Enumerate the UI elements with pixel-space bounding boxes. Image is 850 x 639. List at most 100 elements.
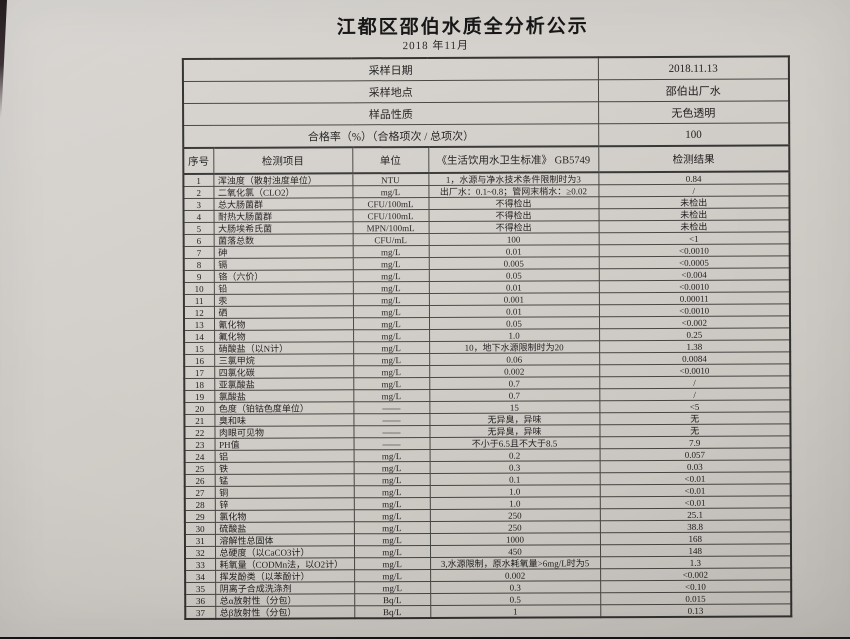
table-cell: 24 xyxy=(184,450,215,463)
table-cell: 7 xyxy=(183,246,214,259)
column-header: 单位 xyxy=(352,146,429,174)
table-cell: 未检出 xyxy=(598,195,790,209)
table-cell: 镉 xyxy=(213,257,353,271)
info-row: 采样地点 邵伯出厂水 xyxy=(182,78,790,104)
table-cell: mg/L xyxy=(352,293,429,306)
table-cell: 0.5 xyxy=(430,592,601,606)
table-cell: / xyxy=(599,387,791,401)
table-cell: 铁 xyxy=(214,461,354,475)
table-cell: 耐热大肠菌群 xyxy=(213,209,353,223)
table-cell: mg/L xyxy=(352,281,429,294)
table-cell: 450 xyxy=(429,544,601,558)
table-cell: 氰化物 xyxy=(213,317,354,331)
table-cell: CFU/100mL xyxy=(352,209,429,222)
table-cell: 3,水源限制，原水耗氧量>6mg/L时为5 xyxy=(430,556,601,570)
document-title: 江都区邵伯水质全分析公示 xyxy=(336,16,589,39)
table-cell: 29 xyxy=(184,510,215,523)
table-cell: <0.01 xyxy=(599,471,791,485)
table-cell: <0.01 xyxy=(599,495,791,509)
table-cell: <0.0010 xyxy=(599,363,791,377)
table-cell: 26 xyxy=(184,474,215,487)
table-cell: Bq/L xyxy=(354,605,431,619)
table-cell: mg/L xyxy=(353,461,430,474)
table-cell: 铜 xyxy=(214,485,354,499)
table-cell: 31 xyxy=(184,534,215,547)
table-cell: 168 xyxy=(599,531,791,545)
table-cell: 0.13 xyxy=(600,603,792,618)
table-cell: 1，水源与净水技术条件限制时为3 xyxy=(428,172,599,186)
table-cell: 12 xyxy=(183,306,214,319)
table-cell: mg/L xyxy=(354,569,431,582)
table-cell: 0.3 xyxy=(429,460,600,474)
table-cell: 氟化物 xyxy=(214,329,354,343)
info-value: 100 xyxy=(598,122,790,147)
table-cell: <0.0005 xyxy=(598,255,790,269)
column-header-row: 序号 检测项目 单位 《生活饮用水卫生标准》 GB5749 检测结果 xyxy=(183,145,790,175)
table-cell: 浑浊度（散射浊度单位） xyxy=(213,173,353,187)
table-cell: mg/L xyxy=(353,341,430,354)
table-cell: 25.1 xyxy=(599,507,791,521)
table-cell: 1 xyxy=(430,604,601,618)
table-cell: 菌落总数 xyxy=(213,233,353,247)
table-cell: <5 xyxy=(599,399,791,413)
table-cell: 不得检出 xyxy=(428,196,599,210)
table-cell: 10，地下水源限制时为20 xyxy=(429,340,600,354)
table-cell: mg/L xyxy=(354,581,431,594)
table-cell: 1000 xyxy=(429,532,600,546)
table-cell: 总硬度（以CaCO3计） xyxy=(214,545,355,559)
table-cell: 19 xyxy=(184,390,215,403)
table-cell: 4 xyxy=(183,210,214,223)
table-cell: mg/L xyxy=(353,473,430,486)
table-cell: 硒 xyxy=(213,305,353,319)
table-cell: 10 xyxy=(183,282,214,295)
table-cell: mg/L xyxy=(353,509,430,522)
table-cell: —— xyxy=(353,413,430,426)
table-cell: 148 xyxy=(599,543,792,557)
table-cell: 37 xyxy=(185,606,216,620)
table-cell: 肉眼可见物 xyxy=(214,425,354,439)
table-cell: 22 xyxy=(184,426,215,439)
table-cell: 32 xyxy=(184,546,216,559)
table-cell: PH值 xyxy=(214,437,354,451)
info-label: 采样地点 xyxy=(182,79,599,104)
table-cell: mg/L xyxy=(353,365,430,378)
table-cell: 总大肠菌群 xyxy=(213,197,353,211)
table-cell: NTU xyxy=(352,172,429,186)
table-cell: 100 xyxy=(428,232,599,246)
table-cell: 0.84 xyxy=(598,171,790,185)
table-cell: 0.01 xyxy=(428,304,599,318)
table-cell: 0.00011 xyxy=(598,291,790,305)
table-cell: 0.002 xyxy=(429,364,600,378)
table-cell: 1.38 xyxy=(599,339,791,353)
table-cell: mg/L xyxy=(352,317,430,330)
table-cell: 未检出 xyxy=(598,207,790,221)
table-cell: mg/L xyxy=(353,485,430,498)
table-cell: mg/L xyxy=(352,245,429,258)
table-cell: 0.005 xyxy=(428,256,599,270)
table-cell: 色度（铂钴色度单位） xyxy=(214,401,354,415)
document-subtitle: 2018 年11月 xyxy=(402,39,470,53)
table-cell: 0.01 xyxy=(428,244,599,258)
table-cell: 无异臭，异味 xyxy=(429,412,600,426)
table-cell: 15 xyxy=(184,342,215,355)
table-cell: 硝酸盐（以N计） xyxy=(214,341,354,355)
table-cell: 锌 xyxy=(214,497,354,511)
table-cell: <0.0010 xyxy=(598,279,790,293)
water-quality-table: 采样日期 2018.11.13 采样地点 邵伯出厂水 样品性质 无色透明 合格率（%）（合格… xyxy=(181,55,793,621)
table-cell: 总α放射性（分包） xyxy=(215,593,355,607)
table-cell: 0.001 xyxy=(428,292,599,306)
table-cell: 34 xyxy=(185,570,216,583)
table-cell: mg/L xyxy=(352,185,429,198)
table-cell: 耗氧量（CODMn法，以O2计） xyxy=(215,557,355,571)
table-cell: —— xyxy=(353,425,430,438)
info-value: 邵伯出厂水 xyxy=(597,78,790,102)
table-cell: 28 xyxy=(184,498,215,511)
table-cell: 2 xyxy=(183,186,214,199)
table-cell: 1.0 xyxy=(429,328,600,342)
table-cell: 0.015 xyxy=(600,591,792,605)
table-cell: 亚氯酸盐 xyxy=(214,377,354,391)
table-cell: <0.0010 xyxy=(598,243,790,257)
